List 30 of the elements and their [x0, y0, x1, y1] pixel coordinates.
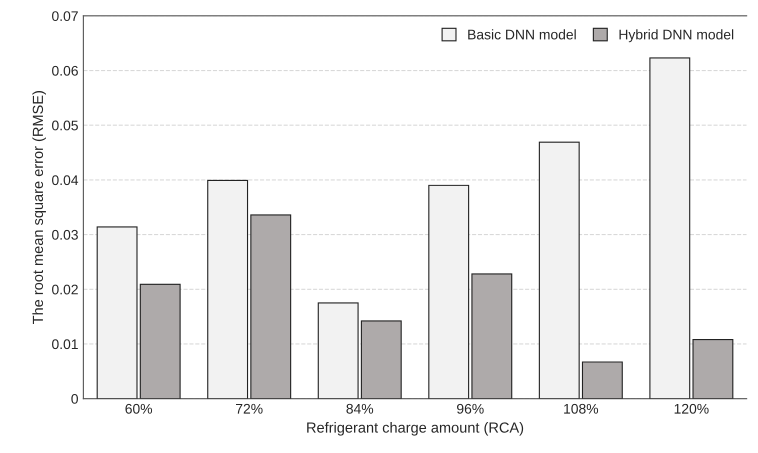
- y-tick-label: 0.03: [52, 230, 78, 240]
- bar: [428, 184, 470, 399]
- bar: [207, 180, 248, 399]
- y-tick-label: 0: [71, 394, 78, 404]
- bar: [649, 57, 690, 399]
- bar: [318, 302, 359, 399]
- x-tick-label: 72%: [236, 404, 263, 414]
- x-tick-label: 120%: [674, 404, 709, 414]
- bar: [96, 226, 138, 399]
- x-tick-label: 96%: [457, 404, 484, 414]
- bar: [360, 320, 402, 399]
- bar: [538, 142, 580, 399]
- bar: [471, 273, 512, 399]
- x-tick-label: 108%: [564, 404, 598, 414]
- legend-label: Hybrid DNN model: [620, 29, 734, 42]
- y-tick-label: 0.05: [52, 120, 78, 130]
- x-tick-label: 60%: [125, 404, 152, 414]
- y-tick-label: 0.07: [52, 11, 78, 22]
- y-tick-label: 0.02: [52, 284, 78, 294]
- legend-label: Basic DNN model: [468, 29, 576, 40]
- bar: [692, 339, 734, 399]
- y-tick-label: 0.01: [52, 339, 78, 350]
- y-axis-title: The root mean square error (RMSE): [32, 91, 46, 324]
- x-tick-label: 84%: [346, 404, 374, 414]
- bar: [250, 214, 292, 399]
- y-tick-label: 0.04: [52, 175, 78, 186]
- bar: [582, 361, 623, 399]
- x-axis-title: Refrigerant charge amount (RCA): [307, 422, 524, 436]
- bar: [140, 284, 181, 399]
- y-tick-label: 0.06: [52, 66, 78, 76]
